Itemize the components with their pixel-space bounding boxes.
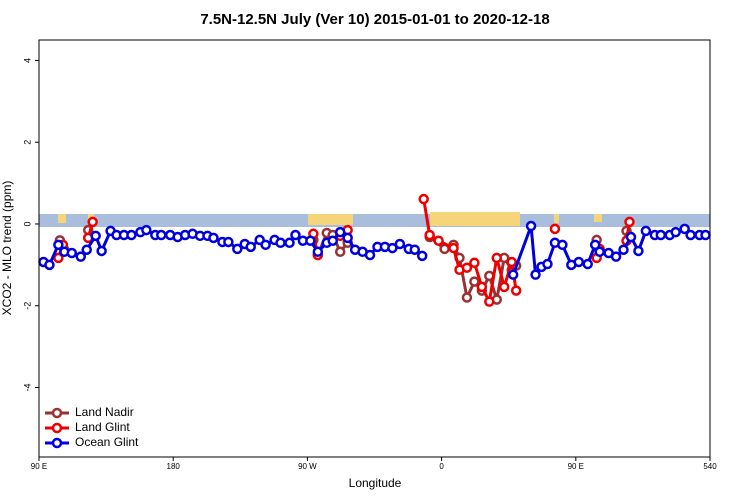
- legend-label: Ocean Glint: [75, 435, 139, 449]
- data-point: [498, 281, 510, 293]
- data-point: [327, 235, 338, 246]
- data-point: [461, 262, 473, 273]
- data-point: [394, 238, 406, 250]
- data-point: [655, 229, 667, 241]
- data-point: [491, 252, 503, 264]
- data-point: [416, 250, 428, 262]
- x-tick-label: 180: [167, 462, 181, 471]
- data-point: [44, 259, 55, 271]
- data-point: [75, 251, 87, 262]
- data-point: [476, 281, 488, 293]
- legend-label: Land Nadir: [75, 405, 134, 419]
- chart-title: 7.5N-12.5N July (Ver 10) 2015-01-01 to 2…: [200, 11, 549, 28]
- data-point: [640, 225, 652, 237]
- data-point: [700, 229, 711, 241]
- data-point: [418, 193, 429, 205]
- y-tick-label: 4: [22, 58, 32, 63]
- data-point: [90, 230, 101, 242]
- data-point: [685, 229, 696, 241]
- data-point: [156, 229, 167, 241]
- x-tick-label: 90 E: [568, 462, 584, 471]
- data-point: [484, 296, 495, 307]
- x-tick-label: 0: [439, 462, 444, 471]
- y-tick-label: 2: [22, 140, 32, 145]
- data-point: [284, 237, 295, 249]
- x-tick-label: 540: [703, 462, 717, 471]
- data-point: [312, 246, 324, 258]
- data-point: [506, 256, 517, 268]
- legend-marker: [51, 437, 63, 449]
- data-point: [334, 226, 346, 238]
- y-tick-label: -2: [22, 302, 32, 310]
- data-point: [53, 252, 64, 264]
- data-point: [81, 244, 92, 255]
- data-point: [342, 232, 353, 244]
- data-point: [424, 229, 435, 241]
- data-point: [448, 242, 459, 254]
- data-point: [305, 235, 316, 246]
- data-point: [625, 231, 637, 243]
- data-point: [582, 258, 593, 270]
- data-point: [334, 246, 346, 258]
- x-tick-label: 90 W: [298, 462, 317, 471]
- data-point: [542, 258, 553, 270]
- data-point: [275, 237, 286, 249]
- data-point: [87, 216, 98, 228]
- data-point: [208, 232, 219, 244]
- data-point: [387, 242, 398, 254]
- data-point: [633, 245, 644, 257]
- legend-marker: [51, 407, 63, 419]
- legend-label: Land Glint: [75, 420, 130, 434]
- data-point: [525, 220, 537, 232]
- y-tick-label: 0: [22, 221, 32, 226]
- data-point: [223, 236, 234, 248]
- data-point: [290, 229, 301, 241]
- data-point: [670, 226, 681, 238]
- data-point: [433, 235, 444, 246]
- data-point: [53, 239, 64, 251]
- data-point: [589, 239, 601, 251]
- plot-frame: [38, 39, 711, 458]
- data-point: [679, 223, 690, 235]
- y-axis-label: XCO2 - MLO trend (ppm): [0, 181, 14, 316]
- data-point: [469, 257, 480, 269]
- data-point: [510, 285, 522, 296]
- data-point: [96, 245, 107, 257]
- data-point: [507, 269, 519, 280]
- data-point: [461, 292, 473, 303]
- data-point: [66, 247, 78, 259]
- data-point: [232, 243, 243, 255]
- data-point: [549, 223, 561, 235]
- data-point: [573, 256, 585, 268]
- data-point: [364, 249, 376, 261]
- legend-marker: [51, 422, 63, 434]
- ocean-band: [39, 214, 710, 227]
- data-point: [530, 269, 541, 280]
- data-point: [469, 276, 480, 287]
- data-point: [126, 229, 137, 241]
- data-point: [618, 244, 629, 255]
- data-point: [245, 241, 256, 253]
- data-point: [594, 246, 605, 258]
- data-point: [141, 224, 152, 236]
- data-point: [610, 251, 622, 262]
- x-axis-label: Longitude: [349, 476, 402, 490]
- data-point: [624, 216, 635, 228]
- x-tick-label: 90 E: [31, 462, 47, 471]
- y-tick-label: -4: [22, 383, 32, 391]
- data-point: [557, 239, 568, 251]
- data-point: [409, 244, 421, 255]
- data-point: [260, 239, 271, 251]
